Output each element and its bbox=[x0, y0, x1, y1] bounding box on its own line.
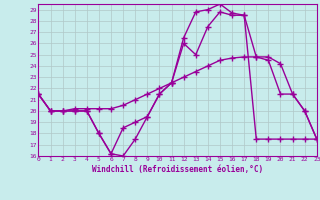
X-axis label: Windchill (Refroidissement éolien,°C): Windchill (Refroidissement éolien,°C) bbox=[92, 165, 263, 174]
